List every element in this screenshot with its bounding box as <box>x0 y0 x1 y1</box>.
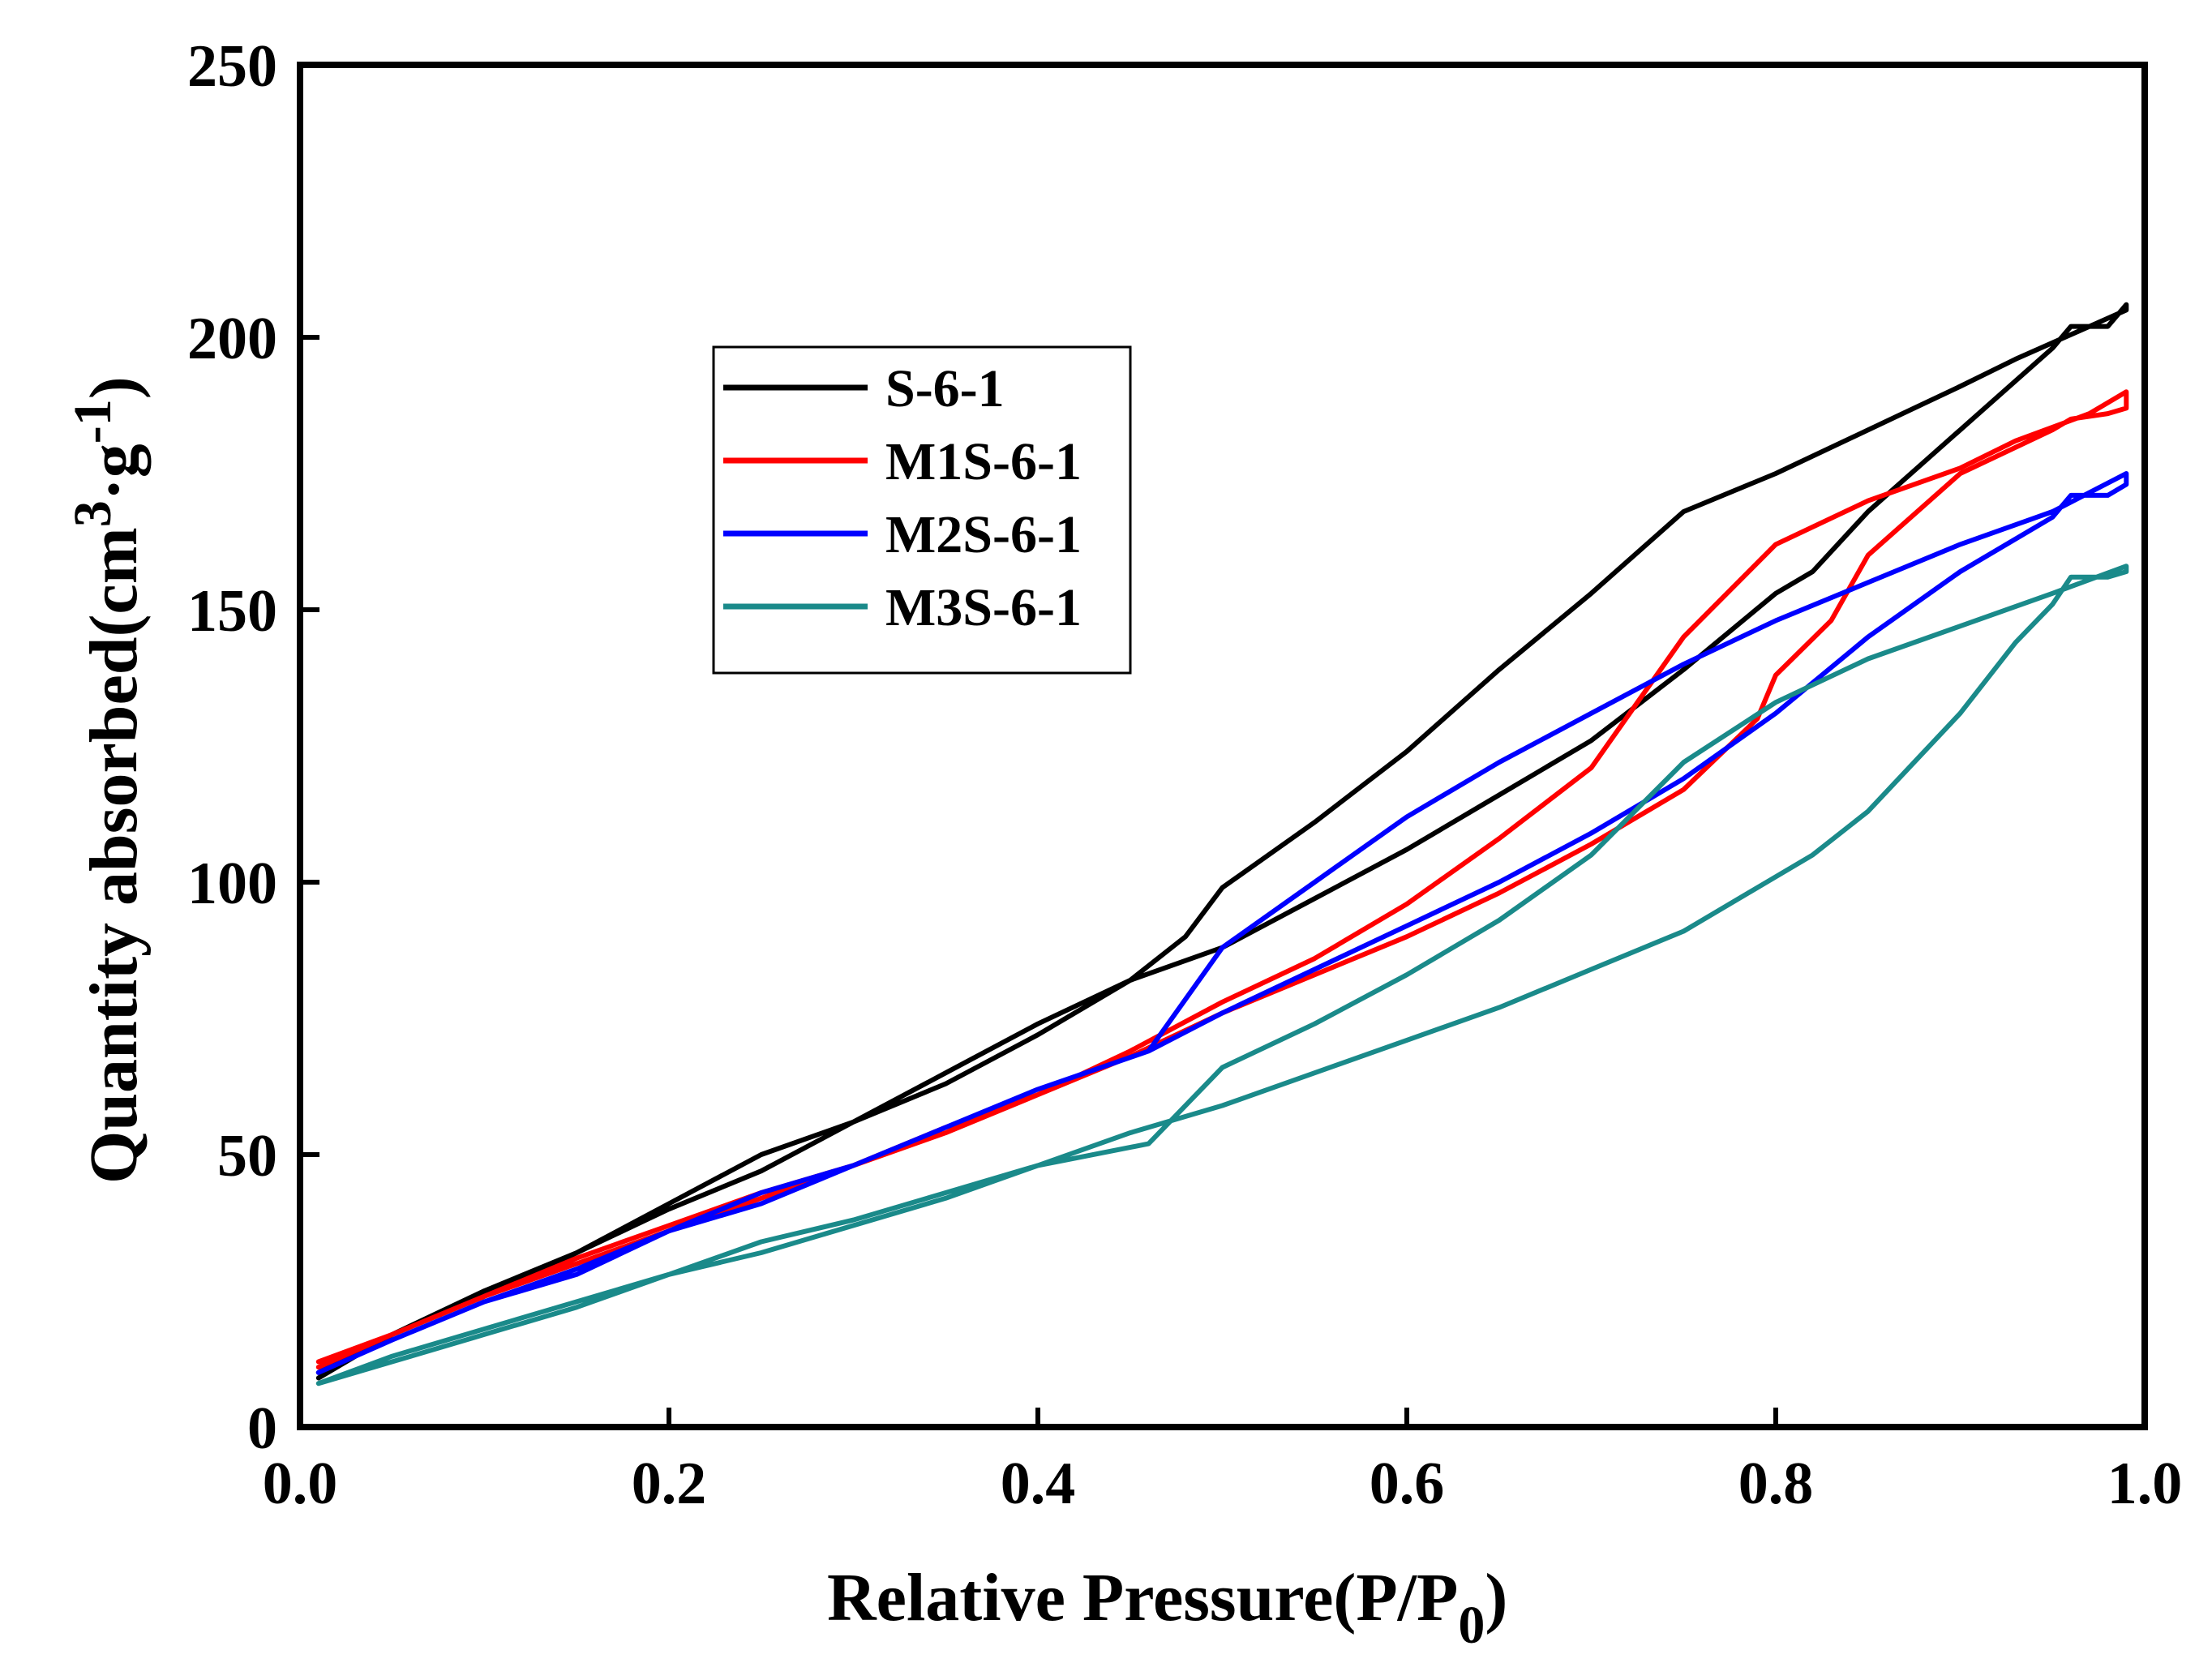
x-tick-label-5: 1.0 <box>2107 1451 2183 1517</box>
x-tick-label-4: 0.8 <box>1738 1451 1814 1517</box>
y-tick-label-0: 0 <box>247 1395 277 1462</box>
y-tick-label-2: 100 <box>187 851 277 917</box>
x-tick-label-3: 0.6 <box>1370 1451 1445 1517</box>
series-line-M3S-6-1 <box>315 564 2129 1387</box>
y-tick-label-1: 50 <box>217 1123 277 1189</box>
legend-label-M3S-6-1: M3S-6-1 <box>885 578 1082 637</box>
y-tick-label-4: 200 <box>187 306 277 372</box>
x-axis-label: Relative Pressure(P/P0) <box>827 1560 1507 1655</box>
series-line-S-6-1 <box>315 302 2129 1381</box>
legend-label-S-6-1: S-6-1 <box>885 359 1005 418</box>
legend-label-M1S-6-1: M1S-6-1 <box>885 432 1082 491</box>
y-axis-ticks: 0 50 100 150 200 250 <box>187 33 319 1462</box>
series-line-M2S-6-1 <box>315 471 2129 1375</box>
y-tick-label-5: 250 <box>187 33 277 100</box>
legend-box <box>712 345 1132 675</box>
y-axis-label: Quantity absorbed(cm3·g-1) <box>63 376 152 1184</box>
legend-label-M2S-6-1: M2S-6-1 <box>885 505 1082 564</box>
x-tick-label-2: 0.4 <box>1001 1451 1076 1517</box>
series-line-M1S-6-1 <box>315 389 2129 1370</box>
legend: S-6-1 M1S-6-1 M2S-6-1 M3S-6-1 <box>712 345 1132 675</box>
x-tick-label-0: 0.0 <box>263 1451 338 1517</box>
plot-frame <box>297 62 2148 1430</box>
x-tick-label-1: 0.2 <box>632 1451 707 1517</box>
x-axis-ticks: 0.0 0.2 0.4 0.6 0.8 1.0 <box>263 1408 2183 1517</box>
series-lines <box>315 302 2129 1387</box>
y-tick-label-3: 150 <box>187 578 277 645</box>
